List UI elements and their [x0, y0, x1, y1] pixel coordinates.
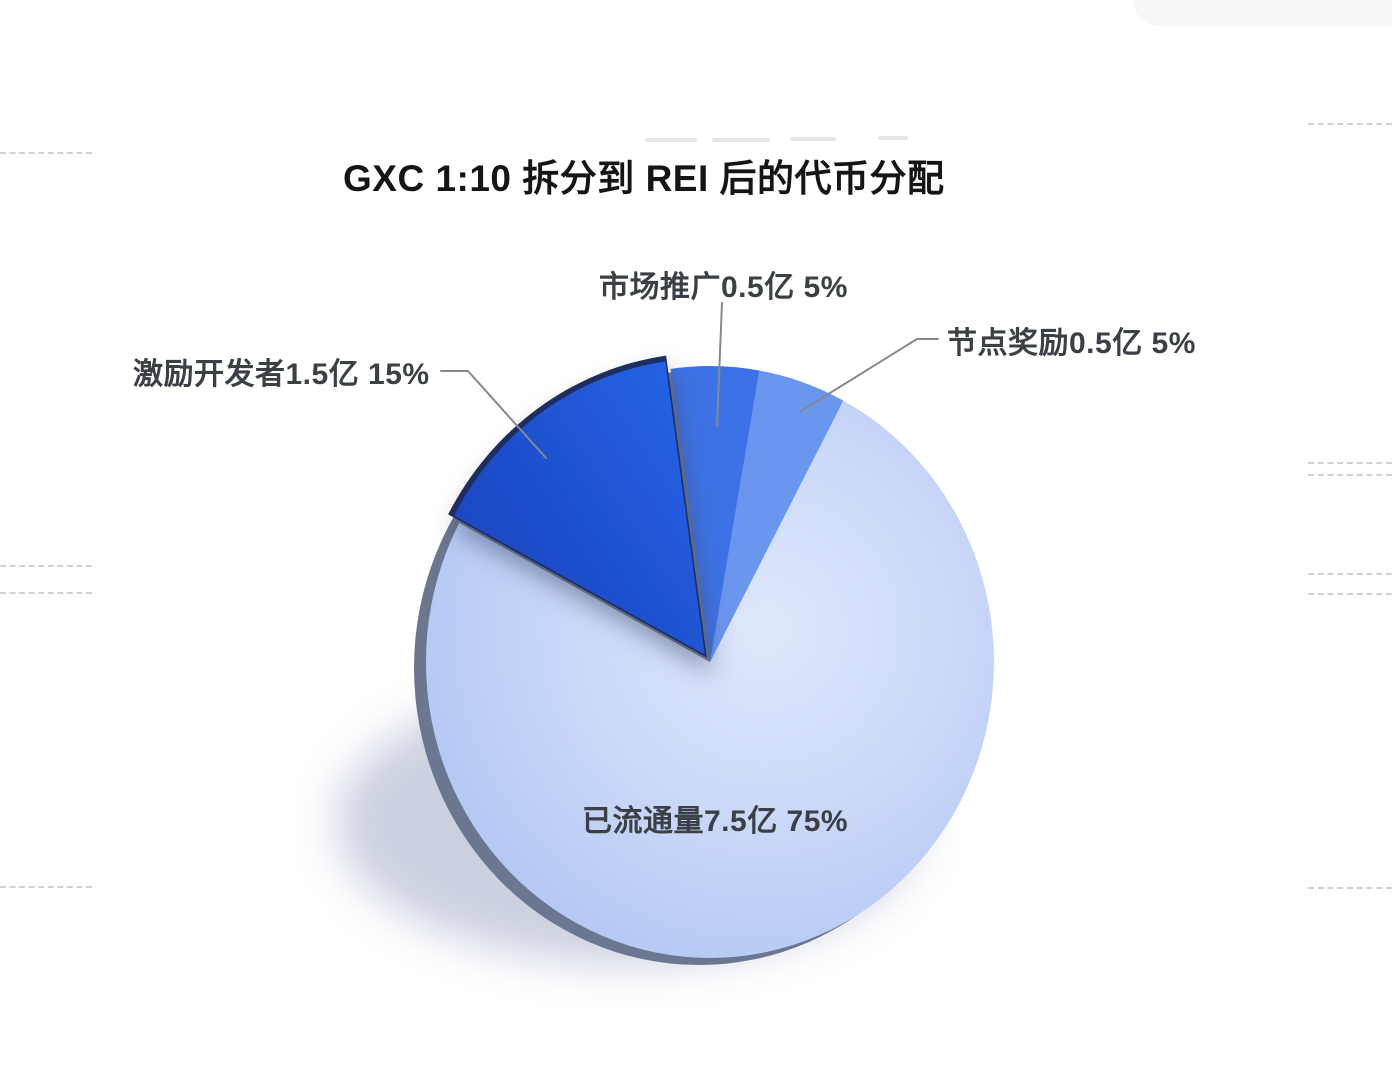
dashed-divider [1308, 462, 1392, 464]
dashed-divider [1308, 887, 1392, 889]
cropped-text-smudge [790, 137, 836, 141]
slice-label-dev: 激励开发者1.5亿 15% [133, 358, 430, 391]
dashed-divider [1308, 593, 1392, 595]
dashed-divider [0, 565, 92, 567]
slice-label-circulating: 已流通量7.5亿 75% [582, 805, 849, 838]
dashed-divider [1308, 474, 1392, 476]
cropped-text-smudge [712, 138, 770, 142]
cropped-text-smudge [878, 136, 908, 140]
chart-title: GXC 1:10 拆分到 REI 后的代币分配 [343, 158, 945, 199]
pie-slice-已流通量 [425, 400, 994, 958]
pie-slice-group-激励开发者 [448, 355, 707, 658]
pie-slice-节点奖励 [710, 370, 844, 662]
dashed-divider [0, 886, 92, 888]
dashed-divider [0, 152, 92, 154]
leader-line-dev [440, 370, 547, 459]
pie-slices-group [425, 355, 994, 958]
dashed-divider [0, 592, 92, 594]
leader-line-marketing [716, 302, 723, 427]
pie-slice-市场推广 [670, 366, 760, 662]
dashed-divider [1308, 123, 1392, 125]
cropped-text-smudge [645, 138, 697, 142]
top-right-page-tab [1133, 0, 1392, 26]
slice-label-marketing: 市场推广0.5亿 5% [599, 271, 848, 304]
pie-slice-激励开发者 [454, 361, 705, 655]
slice-label-node: 节点奖励0.5亿 5% [947, 327, 1196, 360]
leader-line-node [800, 338, 939, 412]
dashed-divider [1308, 573, 1392, 575]
